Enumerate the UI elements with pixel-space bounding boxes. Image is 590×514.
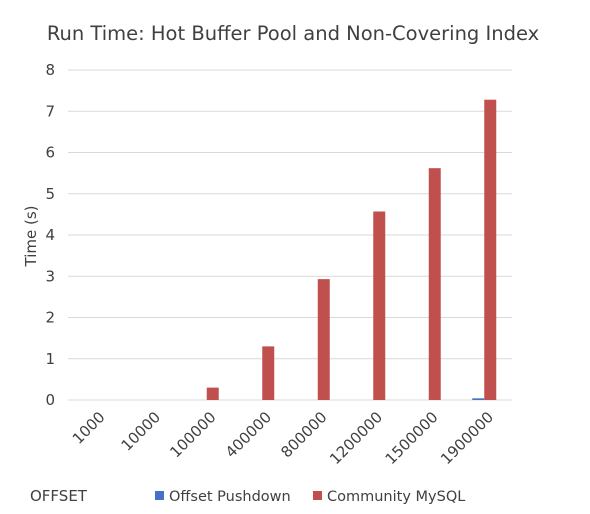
y-tick-label: 6 — [45, 144, 55, 162]
y-tick-label: 0 — [45, 391, 55, 409]
y-tick-label: 1 — [45, 350, 55, 368]
bar-community-mysql-400000 — [262, 346, 275, 400]
chart-title: Run Time: Hot Buffer Pool and Non-Coveri… — [47, 22, 539, 45]
x-tick-label: 100000 — [166, 408, 219, 461]
x-tick-label: 10000 — [118, 408, 164, 454]
bar-community-mysql-100000 — [206, 387, 219, 400]
bar-community-mysql-1900000 — [484, 99, 497, 400]
legend-label: Offset Pushdown — [169, 489, 291, 505]
legend-swatch — [155, 491, 164, 500]
bar-community-mysql-800000 — [317, 279, 330, 400]
bar-community-mysql-1200000 — [373, 211, 386, 400]
bar-offset-pushdown-1900000 — [472, 398, 485, 400]
x-axis-label: OFFSET — [30, 487, 88, 505]
y-tick-label: 7 — [45, 102, 55, 120]
x-tick-label: 1000 — [69, 408, 109, 448]
legend-label: Community MySQL — [327, 489, 465, 505]
legend-swatch — [313, 491, 322, 500]
x-tick-label: 800000 — [277, 408, 330, 461]
bar-community-mysql-1500000 — [428, 168, 441, 400]
y-tick-label: 2 — [45, 309, 55, 327]
bars — [206, 99, 497, 400]
y-axis-ticks: 0 1 2 3 4 5 6 7 8 — [45, 61, 55, 409]
legend: Offset Pushdown Community MySQL — [155, 489, 465, 505]
x-axis-ticks: 1000 10000 100000 400000 8000001200000150000… — [69, 408, 497, 468]
y-tick-label: 8 — [45, 61, 55, 79]
gridlines — [68, 69, 512, 401]
x-tick-label: 1200000 — [326, 408, 386, 468]
x-tick-label: 1900000 — [437, 408, 497, 468]
y-tick-label: 5 — [45, 185, 55, 203]
y-axis-label: Time (s) — [22, 206, 40, 268]
y-tick-label: 4 — [45, 226, 55, 244]
x-tick-label: 400000 — [222, 408, 275, 461]
y-tick-label: 3 — [45, 267, 55, 285]
x-tick-label: 1500000 — [382, 408, 442, 468]
